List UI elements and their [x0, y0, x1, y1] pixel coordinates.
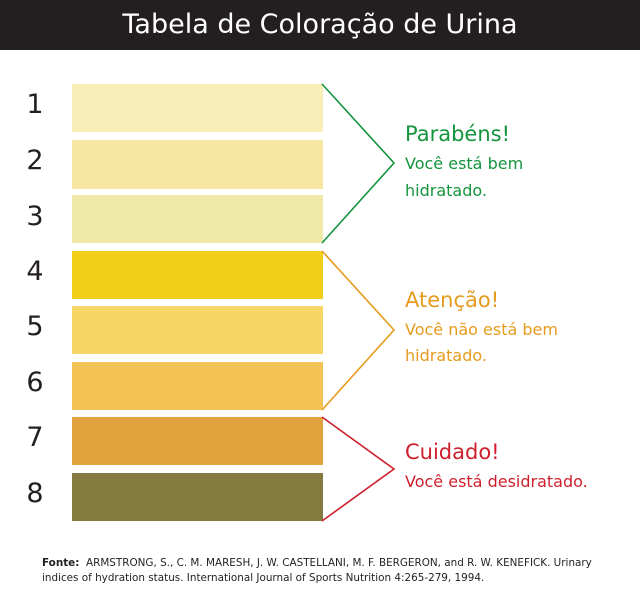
dehydrated-heading: Cuidado!: [405, 440, 500, 464]
row-number-1: 1: [26, 89, 44, 120]
hydrated-message-line1: Você está bem: [405, 154, 524, 173]
attention-message-line1: Você não está bem: [405, 320, 558, 339]
color-swatch-3: [72, 195, 323, 243]
attention-heading: Atenção!: [405, 288, 500, 312]
row-number-6: 6: [26, 367, 44, 398]
color-swatch-6: [72, 362, 323, 410]
source-citation-line1: ARMSTRONG, S., C. M. MARESH, J. W. CASTE…: [86, 557, 592, 569]
source-citation-line2: indices of hydration status. Internation…: [42, 572, 485, 584]
source-citation: Fonte: ARMSTRONG, S., C. M. MARESH, J. W…: [42, 556, 622, 586]
row-number-5: 5: [26, 311, 44, 342]
attention-message-line2: hidratado.: [405, 346, 487, 365]
title-bar: [0, 0, 640, 50]
hydrated-message-line2: hidratado.: [405, 181, 487, 200]
row-number-7: 7: [26, 422, 44, 453]
row-number-3: 3: [26, 201, 44, 232]
page-title: Tabela de Coloração de Urina: [122, 9, 518, 40]
color-swatch-4: [72, 251, 323, 299]
color-swatch-8: [72, 473, 323, 521]
source-label: Fonte:: [42, 557, 80, 569]
row-number-8: 8: [26, 478, 44, 509]
bracket-hydrated: [321, 83, 396, 244]
color-swatch-1: [72, 84, 323, 132]
bracket-dehydrated: [321, 416, 396, 522]
bracket-attention: [321, 250, 396, 411]
color-swatch-7: [72, 417, 323, 465]
hydrated-heading: Parabéns!: [405, 122, 511, 146]
row-number-2: 2: [26, 145, 44, 176]
color-swatch-2: [72, 140, 323, 189]
dehydrated-message-line1: Você está desidratado.: [405, 472, 588, 491]
color-swatch-5: [72, 306, 323, 354]
row-number-4: 4: [26, 256, 44, 287]
